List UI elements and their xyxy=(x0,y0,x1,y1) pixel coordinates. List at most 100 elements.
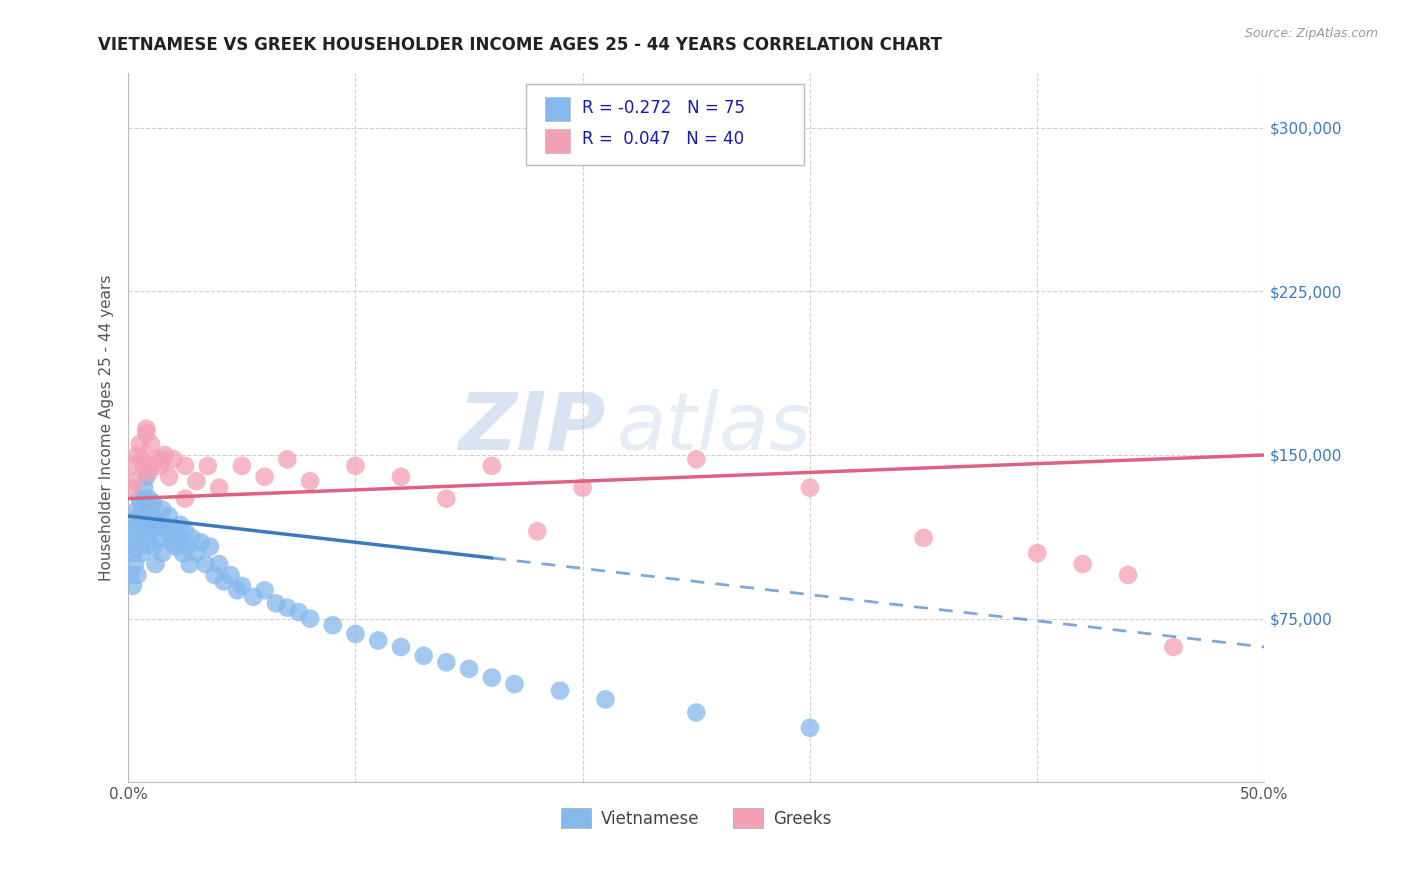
Point xyxy=(145,513,167,527)
Point xyxy=(389,640,412,654)
Point xyxy=(226,583,249,598)
Point xyxy=(142,540,165,554)
Point xyxy=(138,491,160,506)
Point xyxy=(204,568,226,582)
Point xyxy=(128,540,150,554)
Point xyxy=(145,557,167,571)
Point xyxy=(344,458,367,473)
Point xyxy=(172,546,194,560)
Point xyxy=(174,524,197,539)
Point xyxy=(134,481,156,495)
Point xyxy=(208,557,231,571)
Point xyxy=(190,535,212,549)
Point xyxy=(1116,568,1139,582)
Point xyxy=(571,481,593,495)
Point xyxy=(174,491,197,506)
FancyBboxPatch shape xyxy=(526,84,804,165)
Point xyxy=(344,627,367,641)
Point xyxy=(174,458,197,473)
Point xyxy=(124,474,146,488)
Point xyxy=(264,596,287,610)
Point xyxy=(134,524,156,539)
Point xyxy=(548,683,571,698)
Point xyxy=(139,458,162,473)
Point xyxy=(299,474,322,488)
Point xyxy=(253,470,276,484)
Point xyxy=(121,546,143,560)
Point xyxy=(139,437,162,451)
Point xyxy=(160,535,183,549)
Point xyxy=(458,662,481,676)
Point xyxy=(127,502,149,516)
Point xyxy=(131,546,153,560)
Point xyxy=(145,452,167,467)
Point xyxy=(194,557,217,571)
Point xyxy=(163,524,186,539)
Point xyxy=(127,448,149,462)
Point xyxy=(131,496,153,510)
Point xyxy=(139,524,162,539)
Point xyxy=(197,458,219,473)
Bar xyxy=(546,128,571,153)
Point xyxy=(165,540,187,554)
Point xyxy=(167,531,190,545)
Point xyxy=(121,458,143,473)
Point xyxy=(121,579,143,593)
Legend: Vietnamese, Greeks: Vietnamese, Greeks xyxy=(554,802,838,834)
Point xyxy=(157,509,180,524)
Point xyxy=(912,531,935,545)
Point xyxy=(135,426,157,441)
Point xyxy=(149,531,172,545)
Point xyxy=(231,458,253,473)
Point xyxy=(120,568,142,582)
Point xyxy=(481,671,503,685)
Point xyxy=(135,422,157,436)
Point xyxy=(149,458,172,473)
Point xyxy=(163,452,186,467)
Point xyxy=(128,437,150,451)
Point xyxy=(128,509,150,524)
Point xyxy=(389,470,412,484)
Point xyxy=(146,517,169,532)
Point xyxy=(1071,557,1094,571)
Point xyxy=(139,502,162,516)
Point xyxy=(153,448,176,462)
Point xyxy=(128,491,150,506)
Point xyxy=(157,470,180,484)
Point xyxy=(208,481,231,495)
Point xyxy=(299,612,322,626)
Point xyxy=(124,531,146,545)
Point xyxy=(799,481,821,495)
Point xyxy=(169,517,191,532)
Point xyxy=(685,706,707,720)
Point xyxy=(124,557,146,571)
Point xyxy=(142,496,165,510)
Point xyxy=(434,491,457,506)
Point xyxy=(212,574,235,589)
Point xyxy=(276,452,298,467)
Point xyxy=(322,618,344,632)
Point xyxy=(134,458,156,473)
Point xyxy=(127,568,149,582)
Point xyxy=(799,721,821,735)
Point xyxy=(180,531,202,545)
Point xyxy=(176,540,198,554)
Point xyxy=(1163,640,1185,654)
Point xyxy=(186,474,208,488)
Point xyxy=(124,513,146,527)
Point xyxy=(135,513,157,527)
Point xyxy=(138,535,160,549)
Point xyxy=(412,648,434,663)
Point xyxy=(434,655,457,669)
Text: Source: ZipAtlas.com: Source: ZipAtlas.com xyxy=(1244,27,1378,40)
Point xyxy=(253,583,276,598)
Point xyxy=(503,677,526,691)
Text: VIETNAMESE VS GREEK HOUSEHOLDER INCOME AGES 25 - 44 YEARS CORRELATION CHART: VIETNAMESE VS GREEK HOUSEHOLDER INCOME A… xyxy=(98,36,942,54)
Point xyxy=(595,692,617,706)
Point xyxy=(120,481,142,495)
Point xyxy=(131,452,153,467)
Point xyxy=(276,600,298,615)
Point xyxy=(138,466,160,480)
Y-axis label: Householder Income Ages 25 - 44 years: Householder Income Ages 25 - 44 years xyxy=(100,275,114,581)
Text: atlas: atlas xyxy=(617,389,811,467)
